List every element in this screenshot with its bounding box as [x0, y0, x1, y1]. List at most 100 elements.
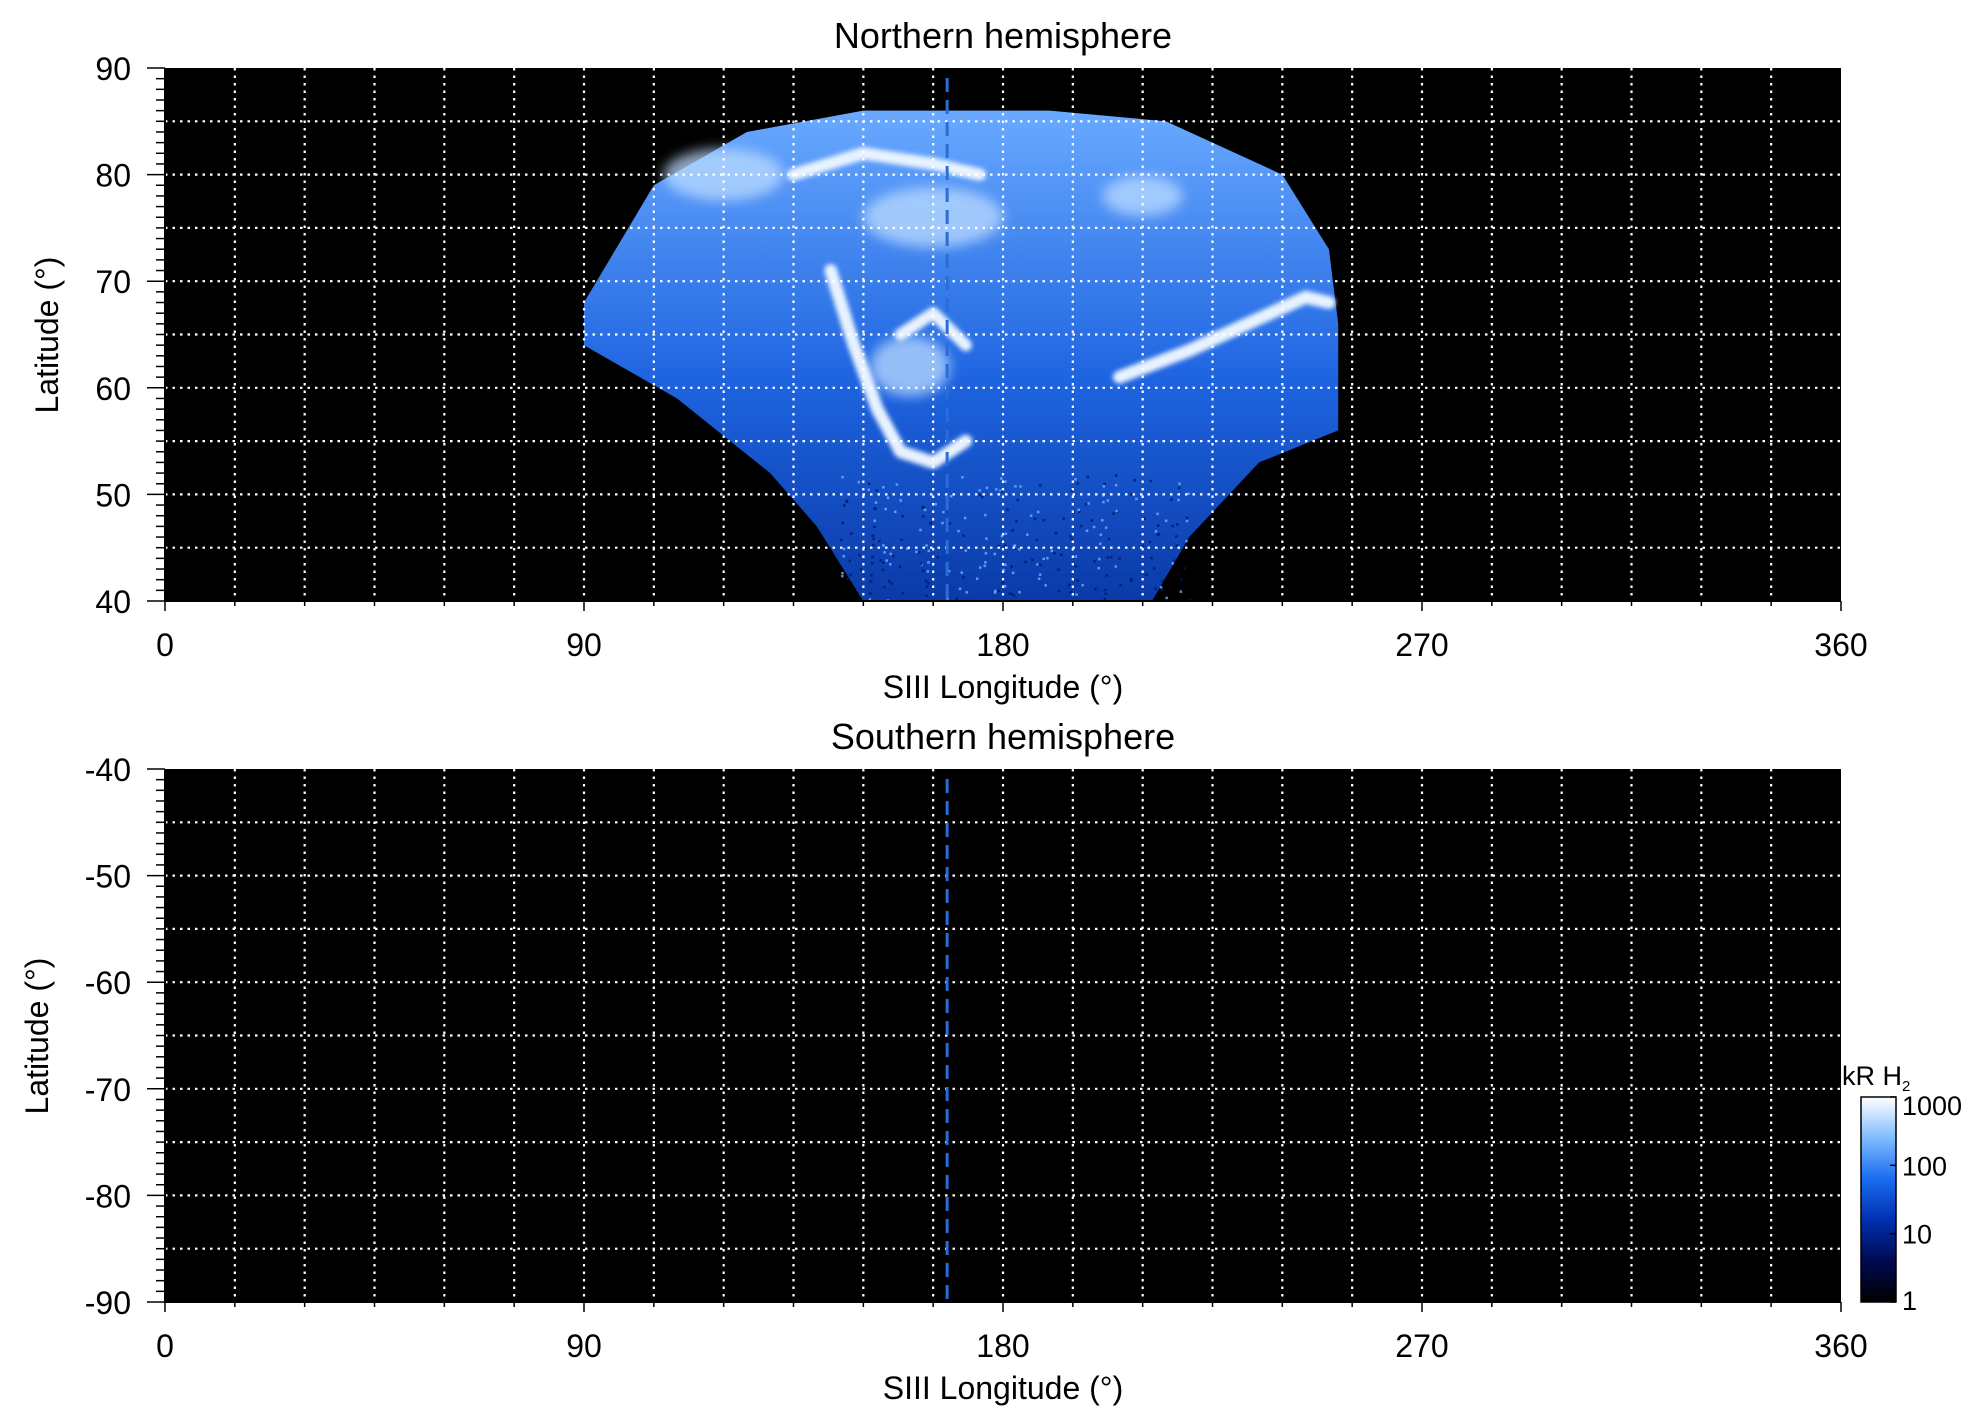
- north-y-axis-label: Latitude (°): [29, 257, 65, 414]
- speckle-dot: [1026, 533, 1029, 536]
- speckle-dot: [899, 499, 902, 502]
- speckle-dot: [984, 561, 987, 564]
- emission-speckle: [840, 474, 1192, 601]
- speckle-dot: [1097, 566, 1100, 570]
- speckle-dot: [1074, 478, 1077, 481]
- speckle-dot: [1076, 579, 1079, 582]
- x-tick-label: 360: [1814, 1328, 1867, 1364]
- speckle-dot: [889, 563, 892, 566]
- colorbar-ticks: 1 10 100 1000: [1890, 1091, 1962, 1316]
- speckle-dot: [842, 547, 846, 551]
- speckle-dot: [1010, 592, 1014, 596]
- speckle-dot: [872, 537, 875, 541]
- emission-patch: [869, 336, 950, 397]
- speckle-dot: [846, 577, 849, 581]
- speckle-dot: [1068, 583, 1071, 587]
- speckle-dot: [1175, 523, 1179, 526]
- speckle-dot: [1053, 551, 1056, 555]
- speckle-dot: [963, 516, 967, 520]
- speckle-dot: [1036, 563, 1039, 566]
- speckle-dot: [1006, 508, 1009, 511]
- y-tick-label: -90: [85, 1285, 131, 1321]
- colorbar-ramp: [1860, 1096, 1897, 1303]
- speckle-dot: [1150, 556, 1153, 560]
- speckle-dot: [941, 521, 944, 525]
- speckle-dot: [925, 585, 929, 588]
- speckle-dot: [1000, 477, 1003, 480]
- speckle-dot: [1165, 596, 1168, 600]
- speckle-dot: [1016, 498, 1019, 502]
- speckle-dot: [960, 571, 964, 574]
- colorbar-label-subscript: 2: [1902, 1078, 1910, 1095]
- emission-arc: [1112, 290, 1336, 384]
- speckle-dot: [850, 532, 853, 535]
- speckle-dot: [875, 489, 878, 492]
- speckle-dot: [891, 554, 895, 558]
- speckle-dot: [929, 521, 933, 525]
- south-y-axis-label: Latitude (°): [19, 958, 55, 1115]
- speckle-dot: [1103, 482, 1106, 486]
- speckle-dot: [1070, 538, 1074, 541]
- colorbar-tick-label: 1: [1902, 1286, 1917, 1316]
- speckle-dot: [872, 543, 875, 547]
- speckle-dot: [1156, 533, 1159, 536]
- speckle-dot: [934, 502, 937, 506]
- speckle-dot: [1133, 478, 1136, 482]
- speckle-dot: [882, 486, 885, 489]
- speckle-dot: [923, 508, 927, 512]
- speckle-dot: [1175, 535, 1178, 538]
- speckle-dot: [1010, 565, 1013, 568]
- speckle-dot: [1154, 530, 1158, 533]
- speckle-dot: [927, 549, 931, 553]
- y-tick-label: 70: [95, 264, 131, 300]
- speckle-dot: [1042, 518, 1045, 522]
- speckle-dot: [885, 559, 888, 562]
- speckle-dot: [1114, 483, 1118, 487]
- x-tick-label: 360: [1814, 627, 1867, 663]
- x-tick-label: 270: [1395, 1328, 1448, 1364]
- speckle-dot: [1011, 571, 1015, 575]
- x-tick-label: 0: [156, 627, 174, 663]
- speckle-dot: [884, 507, 887, 511]
- south-panel-title: Southern hemisphere: [831, 716, 1175, 757]
- colorbar-label: kR H2: [1842, 1061, 1910, 1095]
- y-tick-label: -70: [85, 1072, 131, 1108]
- speckle-dot: [1077, 508, 1080, 512]
- speckle-dot: [1074, 555, 1078, 558]
- speckle-dot: [1029, 514, 1033, 517]
- speckle-dot: [870, 574, 873, 577]
- speckle-dot: [1114, 474, 1118, 477]
- speckle-dot: [841, 571, 844, 575]
- speckle-dot: [1002, 568, 1005, 572]
- southern-hemisphere-panel: Southern hemisphere -40 -50 -60 -70 -80 -90 0…: [19, 716, 1868, 1406]
- speckle-dot: [964, 549, 968, 552]
- speckle-dot: [962, 575, 965, 579]
- x-tick-label: 270: [1395, 627, 1448, 663]
- speckle-dot: [1003, 544, 1007, 548]
- speckle-dot: [1035, 538, 1039, 542]
- speckle-dot: [936, 555, 939, 559]
- speckle-dot: [1004, 532, 1008, 535]
- y-tick-label: 50: [95, 477, 131, 513]
- speckle-dot: [927, 581, 930, 585]
- speckle-dot: [1156, 512, 1159, 516]
- speckle-dot: [841, 475, 844, 479]
- speckle-dot: [901, 514, 904, 518]
- speckle-dot: [1038, 573, 1042, 576]
- speckle-dot: [870, 561, 874, 565]
- speckle-dot: [1183, 567, 1187, 570]
- speckle-dot: [867, 482, 871, 486]
- speckle-dot: [1135, 497, 1138, 501]
- y-tick-label: 80: [95, 158, 131, 194]
- speckle-dot: [840, 538, 843, 542]
- speckle-dot: [949, 494, 953, 498]
- speckle-dot: [1057, 568, 1060, 571]
- speckle-dot: [1036, 510, 1040, 514]
- speckle-dot: [895, 483, 899, 486]
- y-tick-label: 60: [95, 371, 131, 407]
- speckle-dot: [993, 591, 997, 594]
- y-tick-label: -50: [85, 859, 131, 895]
- x-tick-label: 90: [566, 1328, 602, 1364]
- north-x-axis-label: SIII Longitude (°): [883, 669, 1123, 705]
